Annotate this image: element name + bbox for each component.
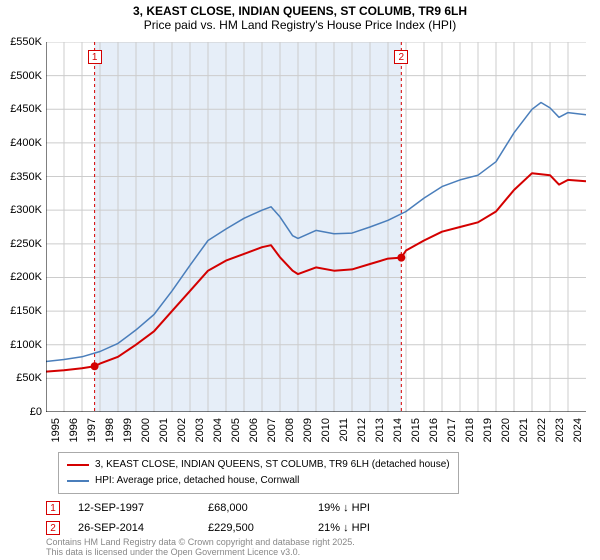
y-tick-label: £100K	[0, 339, 42, 351]
sale-row: 1 12-SEP-1997£68,00019% ↓ HPI	[46, 498, 438, 518]
y-tick-label: £250K	[0, 238, 42, 250]
footnote: Contains HM Land Registry data © Crown c…	[46, 538, 355, 558]
y-tick-label: £300K	[0, 204, 42, 216]
sale-hpi-diff: 21% ↓ HPI	[318, 522, 438, 534]
x-tick-label: 2024	[572, 418, 584, 458]
x-tick-label: 2022	[536, 418, 548, 458]
title-line-1: 3, KEAST CLOSE, INDIAN QUEENS, ST COLUMB…	[0, 4, 600, 18]
legend-swatch	[67, 480, 89, 482]
legend-label: HPI: Average price, detached house, Corn…	[95, 473, 299, 489]
sale-row-badge: 2	[46, 521, 60, 535]
sale-price: £229,500	[208, 522, 318, 534]
chart-svg	[46, 42, 586, 412]
sale-point	[91, 362, 99, 370]
y-tick-label: £200K	[0, 271, 42, 283]
sale-marker-badge: 2	[394, 50, 408, 64]
legend-swatch	[67, 464, 89, 466]
legend-item: HPI: Average price, detached house, Corn…	[67, 473, 450, 489]
x-tick-label: 2021	[518, 418, 530, 458]
y-tick-label: £550K	[0, 36, 42, 48]
sale-hpi-diff: 19% ↓ HPI	[318, 502, 438, 514]
y-tick-label: £350K	[0, 171, 42, 183]
sale-date: 12-SEP-1997	[78, 502, 208, 514]
x-tick-label: 2023	[554, 418, 566, 458]
y-tick-label: £0	[0, 406, 42, 418]
sale-price: £68,000	[208, 502, 318, 514]
x-tick-label: 2018	[464, 418, 476, 458]
legend: 3, KEAST CLOSE, INDIAN QUEENS, ST COLUMB…	[58, 452, 459, 494]
legend-item: 3, KEAST CLOSE, INDIAN QUEENS, ST COLUMB…	[67, 457, 450, 473]
x-tick-label: 2020	[500, 418, 512, 458]
highlight-band	[95, 42, 402, 412]
chart-title: 3, KEAST CLOSE, INDIAN QUEENS, ST COLUMB…	[0, 0, 600, 34]
sale-date: 26-SEP-2014	[78, 522, 208, 534]
footnote-line-2: This data is licensed under the Open Gov…	[46, 548, 355, 558]
y-tick-label: £500K	[0, 70, 42, 82]
sale-marker-table: 1 12-SEP-1997£68,00019% ↓ HPI 2 26-SEP-2014…	[46, 498, 438, 538]
legend-label: 3, KEAST CLOSE, INDIAN QUEENS, ST COLUMB…	[95, 457, 450, 473]
y-tick-label: £150K	[0, 305, 42, 317]
y-tick-label: £400K	[0, 137, 42, 149]
sale-row-badge: 1	[46, 501, 60, 515]
title-line-2: Price paid vs. HM Land Registry's House …	[0, 18, 600, 32]
chart	[46, 42, 586, 412]
sale-point	[397, 254, 405, 262]
y-tick-label: £450K	[0, 103, 42, 115]
x-tick-label: 2019	[482, 418, 494, 458]
y-tick-label: £50K	[0, 372, 42, 384]
sale-row: 2 26-SEP-2014£229,50021% ↓ HPI	[46, 518, 438, 538]
sale-marker-badge: 1	[88, 50, 102, 64]
